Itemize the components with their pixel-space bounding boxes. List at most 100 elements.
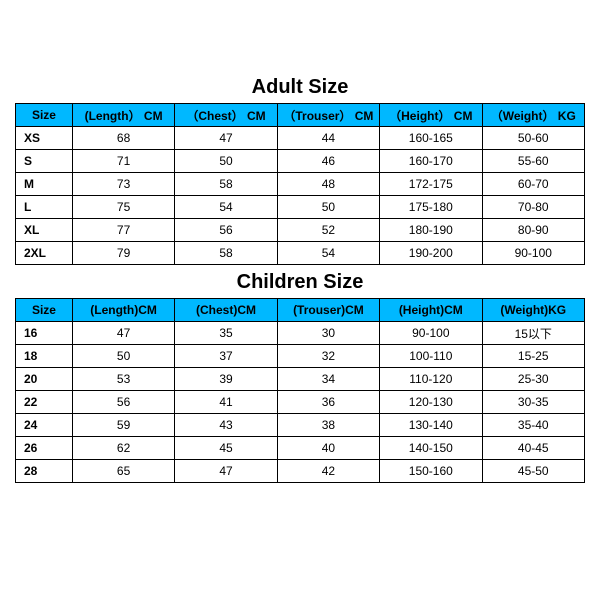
table-row: 2XL795854190-20090-100 [16, 242, 585, 265]
cell: 18 [16, 345, 73, 368]
cell: 58 [175, 173, 277, 196]
cell: 172-175 [380, 173, 482, 196]
cell: 28 [16, 460, 73, 483]
children-title: Children Size [15, 271, 585, 294]
cell: 20 [16, 368, 73, 391]
col-height: （Height） CM [380, 104, 482, 127]
cell: 160-170 [380, 150, 482, 173]
cell: 40-45 [482, 437, 584, 460]
col-size: Size [16, 104, 73, 127]
table-row: XL775652180-19080-90 [16, 219, 585, 242]
cell: 56 [72, 391, 174, 414]
cell: 22 [16, 391, 73, 414]
col-chest: (Chest)CM [175, 299, 277, 322]
cell: 41 [175, 391, 277, 414]
cell: 60-70 [482, 173, 584, 196]
cell: 30-35 [482, 391, 584, 414]
table-row: 22564136120-13030-35 [16, 391, 585, 414]
cell: 47 [175, 127, 277, 150]
cell: 160-165 [380, 127, 482, 150]
cell: 16 [16, 322, 73, 345]
adult-title: Adult Size [15, 76, 585, 99]
cell: 80-90 [482, 219, 584, 242]
col-trouser: (Trouser)CM [277, 299, 379, 322]
cell: 52 [277, 219, 379, 242]
cell: 26 [16, 437, 73, 460]
col-length: (Length)CM [72, 299, 174, 322]
cell: 90-100 [482, 242, 584, 265]
cell: 42 [277, 460, 379, 483]
cell: 190-200 [380, 242, 482, 265]
col-size: Size [16, 299, 73, 322]
cell: 55-60 [482, 150, 584, 173]
cell: 180-190 [380, 219, 482, 242]
cell: L [16, 196, 73, 219]
cell: 47 [175, 460, 277, 483]
table-row: 28654742150-16045-50 [16, 460, 585, 483]
cell: 68 [72, 127, 174, 150]
adult-table-head: Size (Length） CM （Chest） CM （Trouser） CM… [16, 104, 585, 127]
cell: 50 [277, 196, 379, 219]
cell: 110-120 [380, 368, 482, 391]
table-row: 1647353090-10015以下 [16, 322, 585, 345]
adult-size-table: Size (Length） CM （Chest） CM （Trouser） CM… [15, 103, 585, 265]
adult-table-body: XS684744160-16550-60 S715046160-17055-60… [16, 127, 585, 265]
cell: 120-130 [380, 391, 482, 414]
cell: 65 [72, 460, 174, 483]
cell: 56 [175, 219, 277, 242]
cell: 35 [175, 322, 277, 345]
table-row: 26624540140-15040-45 [16, 437, 585, 460]
cell: 79 [72, 242, 174, 265]
cell: 58 [175, 242, 277, 265]
cell: XL [16, 219, 73, 242]
cell: 50 [72, 345, 174, 368]
col-length: (Length） CM [72, 104, 174, 127]
cell: 48 [277, 173, 379, 196]
cell: 150-160 [380, 460, 482, 483]
cell: 46 [277, 150, 379, 173]
col-weight: (Weight)KG [482, 299, 584, 322]
cell: 32 [277, 345, 379, 368]
cell: 90-100 [380, 322, 482, 345]
table-row: L755450175-18070-80 [16, 196, 585, 219]
cell: 15以下 [482, 322, 584, 345]
cell: 45 [175, 437, 277, 460]
cell: 30 [277, 322, 379, 345]
cell: XS [16, 127, 73, 150]
cell: 53 [72, 368, 174, 391]
children-table-body: 1647353090-10015以下 18503732100-11015-25 … [16, 322, 585, 483]
cell: 50 [175, 150, 277, 173]
children-size-table: Size (Length)CM (Chest)CM (Trouser)CM (H… [15, 298, 585, 483]
cell: 50-60 [482, 127, 584, 150]
cell: 130-140 [380, 414, 482, 437]
cell: 43 [175, 414, 277, 437]
cell: 175-180 [380, 196, 482, 219]
children-table-head: Size (Length)CM (Chest)CM (Trouser)CM (H… [16, 299, 585, 322]
table-row: 18503732100-11015-25 [16, 345, 585, 368]
cell: 35-40 [482, 414, 584, 437]
col-chest: （Chest） CM [175, 104, 277, 127]
cell: 77 [72, 219, 174, 242]
cell: 34 [277, 368, 379, 391]
cell: 40 [277, 437, 379, 460]
cell: 36 [277, 391, 379, 414]
col-weight: （Weight） KG [482, 104, 584, 127]
size-chart-page: Adult Size Size (Length） CM （Chest） CM （… [0, 0, 600, 600]
cell: 54 [277, 242, 379, 265]
cell: 25-30 [482, 368, 584, 391]
cell: 2XL [16, 242, 73, 265]
cell: 71 [72, 150, 174, 173]
cell: 70-80 [482, 196, 584, 219]
table-row: 20533934110-12025-30 [16, 368, 585, 391]
cell: 75 [72, 196, 174, 219]
table-row: 24594338130-14035-40 [16, 414, 585, 437]
cell: 37 [175, 345, 277, 368]
table-row: XS684744160-16550-60 [16, 127, 585, 150]
cell: 39 [175, 368, 277, 391]
cell: 15-25 [482, 345, 584, 368]
cell: 100-110 [380, 345, 482, 368]
cell: 73 [72, 173, 174, 196]
cell: 45-50 [482, 460, 584, 483]
cell: 47 [72, 322, 174, 345]
cell: 54 [175, 196, 277, 219]
